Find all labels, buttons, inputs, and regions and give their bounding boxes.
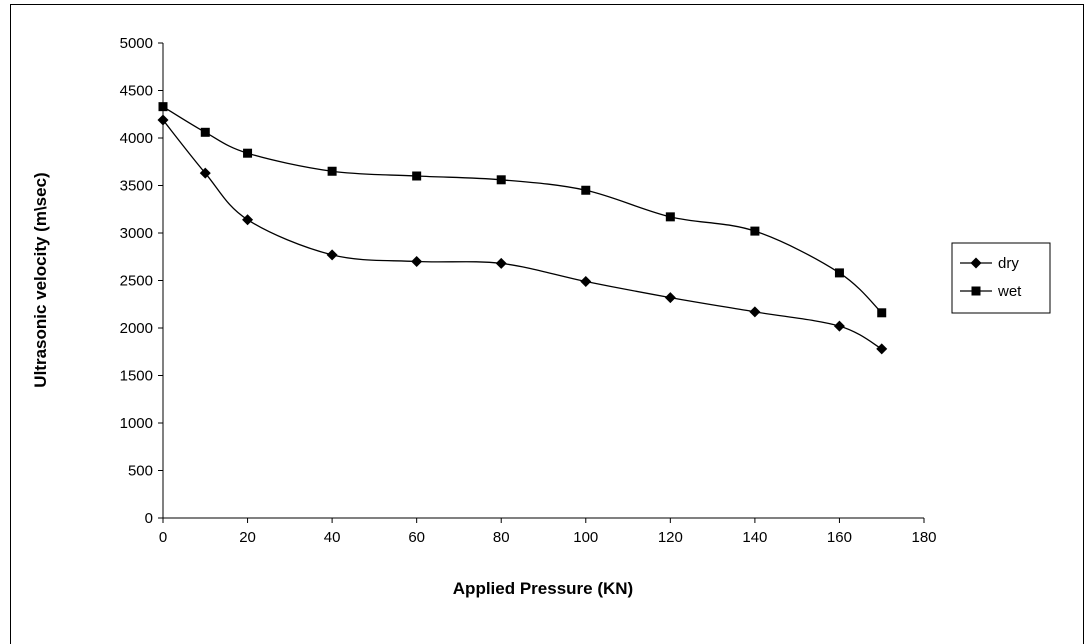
data-point-wet [158, 102, 168, 112]
data-point-dry [242, 214, 254, 226]
series-line-wet [162, 106, 883, 314]
series-layer [157, 102, 888, 355]
y-tick-label: 1000 [120, 415, 153, 432]
x-tick-label: 20 [239, 529, 256, 546]
data-point-dry [749, 306, 761, 318]
y-axis-label: Ultrasonic velocity (m\sec) [31, 172, 50, 387]
line-chart: 0500100015002000250030003500400045005000… [31, 35, 1051, 598]
data-point-dry [580, 275, 592, 287]
data-point-dry [157, 114, 169, 126]
data-point-wet [412, 171, 422, 181]
legend-marker-wet [971, 286, 981, 296]
data-point-wet [834, 268, 844, 278]
data-point-dry [876, 343, 888, 355]
series-wet [158, 102, 887, 318]
data-point-dry [833, 320, 845, 332]
axes: 0500100015002000250030003500400045005000… [120, 35, 937, 546]
x-tick-label: 100 [573, 529, 598, 546]
legend-label-wet: wet [997, 283, 1022, 300]
data-point-wet [496, 175, 506, 185]
y-tick-label: 5000 [120, 35, 153, 52]
data-point-wet [200, 127, 210, 137]
x-tick-label: 140 [742, 529, 767, 546]
legend-item-wet: wet [960, 283, 1022, 300]
data-point-wet [877, 308, 887, 318]
data-point-dry [411, 256, 423, 267]
series-dry [157, 114, 888, 355]
y-tick-label: 4500 [120, 83, 153, 100]
legend-label-dry: dry [998, 255, 1019, 272]
data-point-dry [326, 249, 338, 261]
y-tick-label: 4000 [120, 130, 153, 147]
legend-box [951, 242, 1051, 314]
chart-frame [10, 4, 1084, 644]
x-tick-label: 40 [324, 529, 341, 546]
x-tick-label: 80 [493, 529, 510, 546]
legend-item-dry: dry [960, 255, 1019, 272]
x-tick-label: 60 [408, 529, 425, 546]
x-tick-label: 0 [159, 529, 167, 546]
data-point-dry [664, 292, 676, 304]
x-tick-label: 160 [827, 529, 852, 546]
data-point-dry [495, 257, 507, 269]
y-tick-label: 3000 [120, 225, 153, 242]
data-point-wet [750, 226, 760, 236]
x-axis-label: Applied Pressure (KN) [453, 579, 633, 598]
data-point-dry [199, 167, 211, 179]
data-point-wet [581, 185, 591, 195]
x-tick-label: 120 [658, 529, 683, 546]
y-tick-label: 3500 [120, 178, 153, 195]
data-point-wet [243, 148, 253, 158]
data-point-wet [665, 212, 675, 222]
legend: dry wet [951, 242, 1051, 314]
y-tick-label: 2500 [120, 273, 153, 290]
y-tick-label: 2000 [120, 320, 153, 337]
series-line-dry [162, 119, 883, 350]
y-tick-label: 500 [128, 463, 153, 480]
y-tick-label: 0 [145, 510, 153, 527]
data-point-wet [327, 166, 337, 176]
y-tick-label: 1500 [120, 368, 153, 385]
x-tick-label: 180 [911, 529, 936, 546]
legend-marker-dry [970, 257, 982, 269]
